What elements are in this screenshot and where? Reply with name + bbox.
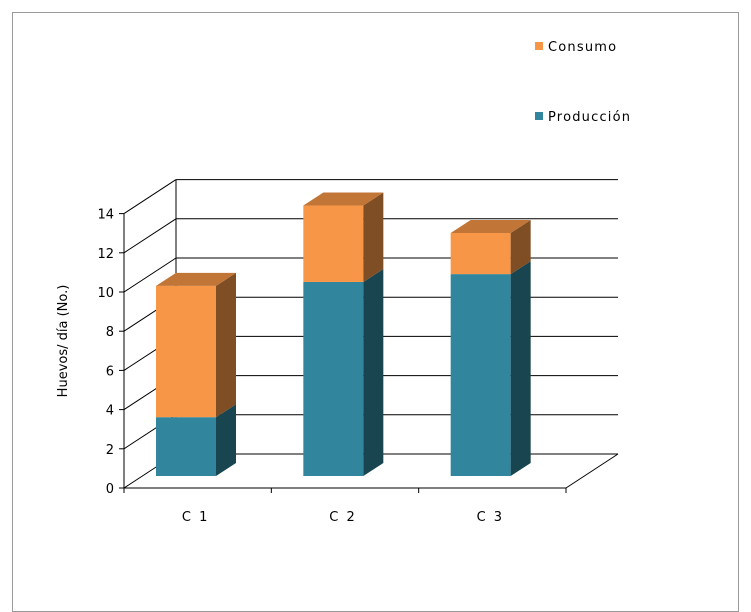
bar-producción-2: [303, 268, 384, 476]
y-tick-label-14: 14: [97, 208, 114, 223]
x-tick-label-3: C 3: [477, 510, 504, 525]
bar-top-face: [156, 272, 236, 286]
y-tick-label-2: 2: [106, 443, 114, 458]
x-tick-label-2: C 2: [329, 510, 356, 525]
bar-front-face: [156, 285, 216, 418]
y-axis-title: Huevos/ día (No.): [56, 285, 71, 398]
bar-front-face: [156, 417, 216, 476]
y-tick-labels: 0 2 4 6 8 10 12 14: [97, 208, 114, 497]
axes: [119, 213, 567, 493]
gridline-side-14: [123, 179, 177, 215]
bar-front-face: [450, 274, 511, 476]
bar-top-face: [450, 219, 531, 233]
bar-producción-1: [156, 404, 236, 476]
y-tick-label-12: 12: [97, 247, 114, 262]
gridline-side-12: [123, 218, 177, 254]
floor-right-edge: [565, 453, 619, 489]
bar-consumo-2: [303, 192, 384, 282]
legend-swatch-producción: [535, 112, 543, 120]
legend-swatch-consumo: [535, 42, 543, 50]
bar-top-face: [303, 192, 384, 206]
x-tick-label-1: C 1: [182, 510, 209, 525]
bar-producción-3: [450, 261, 531, 476]
bar-front-face: [450, 232, 511, 275]
bar-side-face: [216, 404, 236, 476]
y-tick-label-6: 6: [106, 364, 114, 379]
bar-side-face: [363, 192, 384, 282]
bar-consumo-1: [156, 272, 236, 418]
legend-label-producción: Producción: [548, 110, 631, 125]
legend: Consumo Producción: [535, 40, 631, 125]
bar-front-face: [303, 281, 364, 476]
bar-side-face: [363, 268, 384, 476]
y-tick-label-0: 0: [106, 482, 114, 497]
bar-front-face: [303, 205, 364, 282]
bar-side-face: [510, 219, 531, 275]
bar-consumo-3: [450, 219, 531, 275]
gridline-side-10: [123, 257, 177, 293]
x-tick-labels: C 1 C 2 C 3: [182, 510, 504, 525]
y-tick-label-4: 4: [106, 404, 114, 419]
bars: [156, 192, 531, 476]
bar-side-face: [216, 272, 236, 418]
legend-label-consumo: Consumo: [548, 40, 617, 55]
bar-side-face: [510, 261, 531, 476]
y-tick-label-8: 8: [106, 325, 114, 340]
y-tick-label-10: 10: [97, 286, 114, 301]
